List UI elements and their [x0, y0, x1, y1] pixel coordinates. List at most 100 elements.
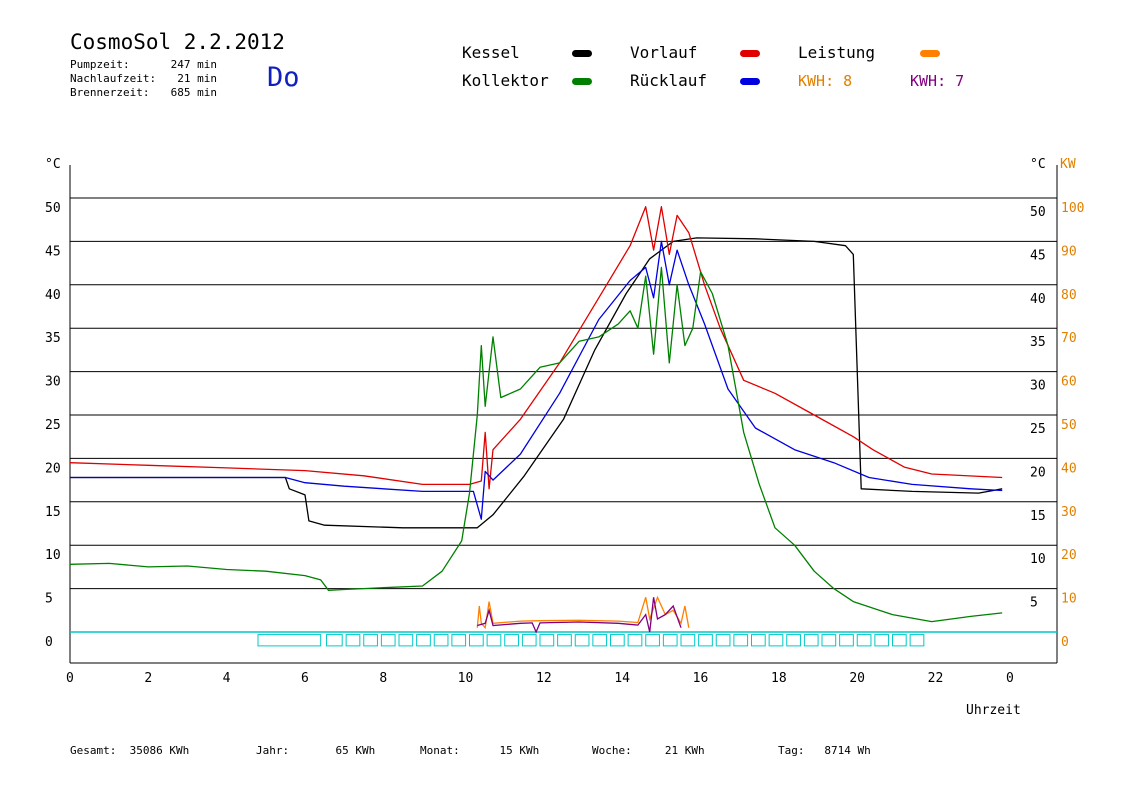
pump-bar [662, 634, 678, 647]
x-tick-label: 0 [1006, 671, 1014, 686]
tick-labels: 0510152025303540455051015202530354045500… [45, 201, 1084, 686]
y-tick-label-left: 10 [45, 548, 61, 563]
footer-value: 65 KWh [335, 744, 376, 757]
pump-bar [698, 634, 713, 647]
pump-bar [610, 634, 625, 647]
legend-swatch-kessel [572, 50, 592, 57]
pump-bar [451, 634, 467, 647]
y-tick-label-right: 20 [1030, 465, 1046, 480]
pump-bar [469, 634, 484, 647]
footer-label: Gesamt: [70, 744, 117, 757]
power-tick-label: 70 [1061, 331, 1077, 346]
y-tick-label-left: 45 [45, 244, 61, 259]
footer-label: Tag: [778, 744, 805, 757]
pump-bar [874, 634, 890, 647]
x-tick-label: 8 [379, 671, 387, 686]
footer-gesamt: Gesamt: 35086 KWh [70, 744, 189, 757]
power-tick-label: 100 [1061, 201, 1084, 216]
pump-bar [839, 634, 854, 647]
power-tick-label: 90 [1061, 244, 1077, 259]
y-tick-label-left: 15 [45, 505, 61, 520]
power-series-line [476, 595, 690, 630]
pump-bar [751, 634, 766, 647]
pump-bar [733, 634, 749, 647]
pump-bar [504, 634, 519, 647]
legend-vorlauf: Vorlauf [630, 43, 698, 62]
footer-label: Woche: [592, 744, 632, 757]
kwh-solar: KWH: 8 [798, 72, 853, 90]
series-line-kollektor [69, 266, 1003, 623]
x-axis-label: Uhrzeit [966, 703, 1021, 718]
power-tick-label: 30 [1061, 505, 1077, 520]
grid-lines [69, 165, 1058, 664]
power-tick-label: 80 [1061, 288, 1077, 303]
pump-bar [892, 634, 907, 647]
x-tick-label: 2 [144, 671, 152, 686]
pump-bar [363, 634, 378, 647]
legend-swatch-vorlauf [740, 50, 760, 57]
y-tick-label-right: 10 [1030, 552, 1046, 567]
y-tick-label-right: 40 [1030, 292, 1046, 307]
pump-bar [856, 634, 872, 647]
y-tick-label-right: 45 [1030, 248, 1046, 263]
y-tick-label-left: 35 [45, 331, 61, 346]
x-tick-label: 22 [928, 671, 944, 686]
weekday-label: Do [267, 62, 300, 93]
pump-bar [257, 634, 322, 647]
pump-bar [416, 634, 431, 647]
series-lines [69, 206, 1003, 647]
stat-value: 685 min [170, 86, 217, 99]
power-tick-label: 20 [1061, 548, 1077, 563]
y-tick-label-left: 50 [45, 201, 61, 216]
legend-swatch-ruecklauf [740, 78, 760, 85]
legend-ruecklauf: Rücklauf [630, 71, 708, 90]
pump-bar [486, 634, 502, 647]
pump-bar [345, 634, 361, 647]
pump-bar [803, 634, 819, 647]
power-tick-label: 40 [1061, 461, 1077, 476]
stat-value: 21 min [177, 72, 217, 85]
pump-bar [326, 634, 343, 647]
power-tick-label: 0 [1061, 635, 1069, 650]
series-line-vorlauf [69, 206, 1003, 490]
y-tick-label-left: 40 [45, 288, 61, 303]
y-tick-label-right: 5 [1030, 596, 1038, 611]
legend-kessel: Kessel [462, 43, 520, 62]
y-axis-unit-right: °C [1030, 157, 1046, 172]
y-tick-label-right: 25 [1030, 422, 1046, 437]
x-tick-label: 20 [849, 671, 865, 686]
x-tick-label: 16 [693, 671, 709, 686]
stat-brennerzeit: Brennerzeit: 685 min [70, 86, 217, 99]
stat-value: 247 min [170, 58, 217, 71]
pump-bar [557, 634, 572, 647]
pump-bar [821, 634, 837, 647]
pump-bar [645, 634, 660, 647]
y-tick-label-left: 5 [45, 592, 53, 607]
stat-nachlaufzeit: Nachlaufzeit: 21 min [70, 72, 217, 85]
footer-label: Jahr: [256, 744, 290, 757]
kwh-total: KWH: 7 [910, 72, 965, 90]
y-tick-label-right: 30 [1030, 379, 1046, 394]
power-series-line [477, 597, 682, 634]
power-axis-unit: KW [1060, 157, 1076, 172]
stat-label: Nachlaufzeit: [70, 72, 157, 85]
legend-swatch-leistung [920, 50, 940, 57]
x-tick-label: 0 [66, 671, 74, 686]
pump-bar [909, 634, 925, 647]
pump-bar [433, 634, 449, 647]
x-tick-label: 6 [301, 671, 309, 686]
series-line-rücklauf [70, 240, 1003, 520]
pump-bar [592, 634, 608, 647]
footer-woche: Woche: 21 KWh [592, 744, 705, 757]
x-tick-label: 14 [614, 671, 630, 686]
x-tick-label: 10 [458, 671, 474, 686]
x-tick-label: 4 [223, 671, 231, 686]
y-tick-label-left: 0 [45, 635, 53, 650]
y-tick-label-left: 25 [45, 418, 61, 433]
x-tick-label: 18 [771, 671, 787, 686]
y-tick-label-right: 35 [1030, 335, 1046, 350]
y-tick-label-left: 20 [45, 461, 61, 476]
pump-bar [380, 634, 396, 647]
pump-bar [521, 634, 537, 647]
